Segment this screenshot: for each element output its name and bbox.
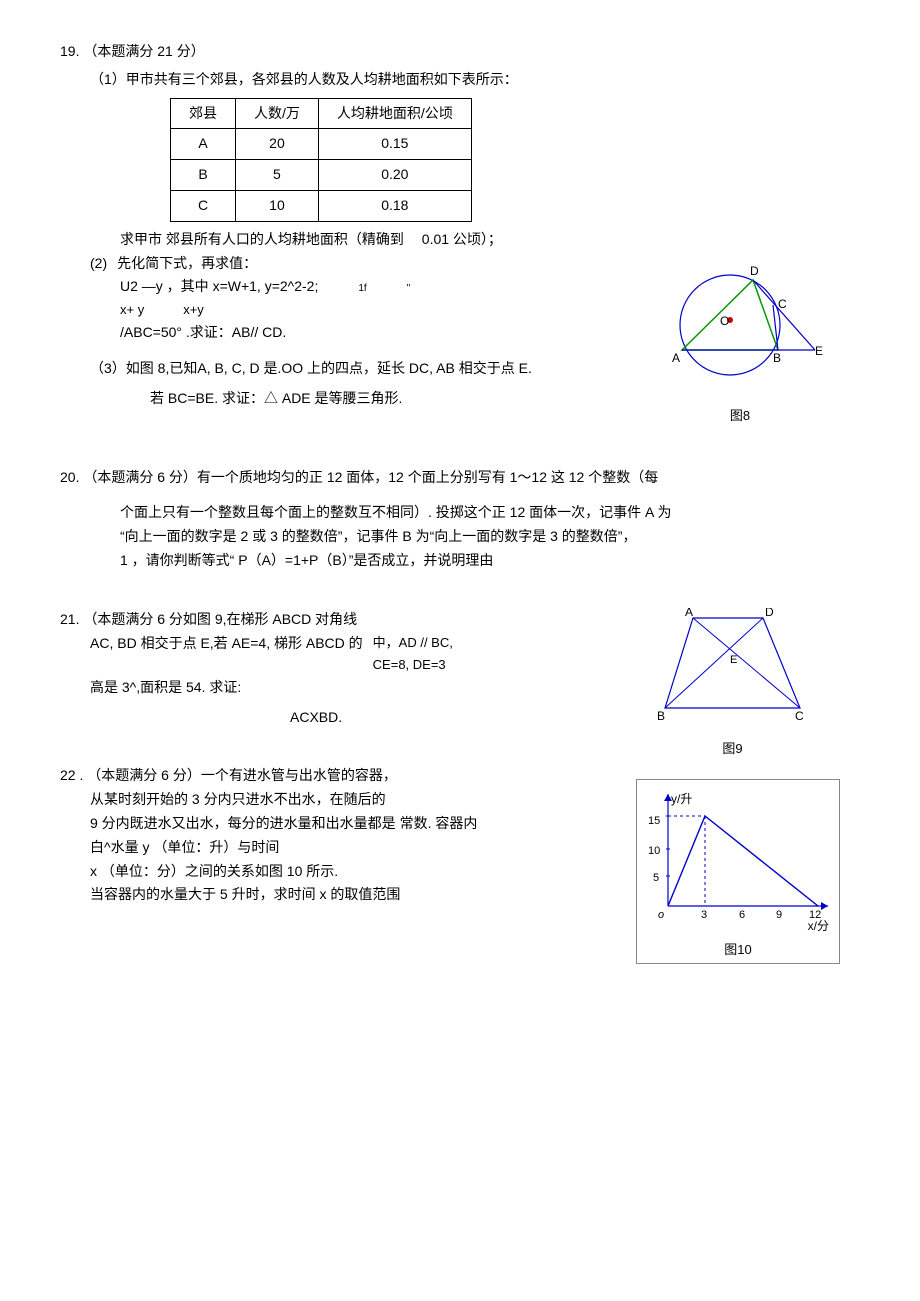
table-cell: 20 [236, 129, 319, 160]
problem-22: 22 . （本题满分 6 分）一个有进水管与出水管的容器， 从某时刻开始的 3 … [60, 764, 860, 907]
fig9-label-e: E [730, 654, 737, 666]
fig10-ylabel: y/升 [671, 792, 692, 806]
problem-19: 19. （本题满分 21 分） （1）甲市共有三个郊县，各郊县的人数及人均耕地面… [60, 40, 860, 411]
p19-tiny1: 1f [358, 280, 366, 297]
table-cell: 10 [236, 190, 319, 221]
p19-header: 19. （本题满分 21 分） [60, 40, 860, 64]
fig8-label-b: B [773, 351, 781, 365]
fig8-svg: O D C A B E [650, 260, 830, 395]
p19-expr-bot: x+ y x+y [120, 299, 318, 321]
fig9-label-a: A [685, 608, 693, 619]
figure-8: O D C A B E 图8 [650, 260, 830, 427]
p21-line3: 高是 3^,面积是 54. 求证: [90, 676, 580, 700]
p19-sub2-line1: 先化简下式，再求值： [117, 252, 257, 276]
p19-table: 郊县 人数/万 人均耕地面积/公顷 A 20 0.15 B 5 0.20 C 1… [170, 98, 472, 222]
fig10-svg: 5 10 15 3 6 9 12 o y/升 [643, 786, 833, 926]
p19-sub2-label: (2) [90, 252, 107, 276]
p19-expr-top: U2 —y ，其中 x=W+1, y=2^2-2; [120, 275, 318, 299]
fig10-xtick-9: 9 [776, 909, 782, 921]
fig9-diag2 [665, 618, 763, 708]
fig10-caption: 图10 [643, 939, 833, 961]
p20-header: 20. （本题满分 6 分）有一个质地均匀的正 12 面体，12 个面上分别写有… [60, 466, 860, 490]
p21-line4: ACXBD. [290, 706, 580, 730]
fig9-diag1 [693, 618, 800, 708]
fig9-svg: A D B C E [655, 608, 810, 728]
table-row: 郊县 人数/万 人均耕地面积/公顷 [171, 98, 472, 129]
fig10-ytick-5: 5 [653, 872, 659, 884]
fig8-caption: 图8 [650, 405, 830, 427]
p21-title: （本题满分 6 分如图 9,在梯形 ABCD 对角线 [83, 611, 357, 627]
table-cell: A [171, 129, 236, 160]
fig10-origin: o [658, 909, 664, 921]
problem-21: 21. （本题满分 6 分如图 9,在梯形 ABCD 对角线 AC, BD 相交… [60, 608, 860, 730]
p19-num: 19. [60, 43, 79, 59]
p21-frag1: 中，AD // BC, [373, 632, 453, 654]
table-header: 郊县 [171, 98, 236, 129]
fig8-label-d: D [750, 264, 759, 278]
figure-9: A D B C E 图9 [655, 608, 810, 760]
table-row: B 5 0.20 [171, 160, 472, 191]
fig8-label-o: O [720, 314, 729, 328]
table-row: A 20 0.15 [171, 129, 472, 160]
p19-tiny2: " [407, 280, 411, 297]
fig10-line [668, 816, 818, 906]
p21-header-row: 21. （本题满分 6 分如图 9,在梯形 ABCD 对角线 [60, 608, 580, 632]
p21-num: 21. [60, 611, 79, 627]
fig10-ytick-15: 15 [648, 815, 660, 827]
p19-sub1-intro: （1）甲市共有三个郊县，各郊县的人数及人均耕地面积如下表所示： [90, 68, 860, 92]
fig10-xarrow [821, 902, 828, 910]
p20-num: 20. [60, 469, 79, 485]
p20-line4: 1 ，请你判断等式“ P（A）=1+P（B）”是否成立，并说明理由 [120, 549, 860, 573]
p22-num: 22 . [60, 767, 83, 783]
p22-title: （本题满分 6 分）一个有进水管与出水管的容器， [87, 767, 397, 783]
fig9-label-d: D [765, 608, 774, 619]
p19-sub1-q: 求甲市 郊县所有人口的人均耕地面积（精确到 0.01 公顷）； [120, 228, 860, 252]
fig8-circle [680, 275, 780, 375]
p19-title: （本题满分 21 分） [83, 43, 204, 59]
p20-line2: 个面上只有一个整数且每个面上的整数互不相同）. 投掷这个正 12 面体一次，记事… [120, 501, 860, 525]
fig9-label-c: C [795, 709, 804, 723]
table-cell: 0.18 [318, 190, 471, 221]
p21-text: 21. （本题满分 6 分如图 9,在梯形 ABCD 对角线 AC, BD 相交… [60, 608, 580, 730]
table-header: 人均耕地面积/公顷 [318, 98, 471, 129]
fig10-xtick-6: 6 [739, 909, 745, 921]
fig8-label-c: C [778, 297, 787, 311]
table-cell: B [171, 160, 236, 191]
p21-line2a: AC, BD 相交于点 E,若 AE=4, 梯形 ABCD 的 [90, 632, 363, 676]
problem-20: 20. （本题满分 6 分）有一个质地均匀的正 12 面体，12 个面上分别写有… [60, 466, 860, 573]
table-cell: C [171, 190, 236, 221]
fig8-label-a: A [672, 351, 680, 365]
p21-frag2: CE=8, DE=3 [373, 654, 453, 676]
table-row: C 10 0.18 [171, 190, 472, 221]
fig10-ytick-10: 10 [648, 845, 660, 857]
fig8-line-de [753, 280, 815, 350]
table-cell: 0.15 [318, 129, 471, 160]
fig10-xtick-3: 3 [701, 909, 707, 921]
p20-title: （本题满分 6 分）有一个质地均匀的正 12 面体，12 个面上分别写有 1〜1… [83, 469, 658, 485]
p20-line3: “向上一面的数字是 2 或 3 的整数倍”，记事件 B 为“向上一面的数字是 3… [120, 525, 860, 549]
table-cell: 5 [236, 160, 319, 191]
fig8-label-e: E [815, 344, 823, 358]
figure-10: 5 10 15 3 6 9 12 o y/升 x/分 图10 [636, 779, 840, 963]
fig9-caption: 图9 [655, 738, 810, 760]
table-header: 人数/万 [236, 98, 319, 129]
table-cell: 0.20 [318, 160, 471, 191]
fig8-triangle [682, 280, 778, 350]
fig9-label-b: B [657, 709, 665, 723]
